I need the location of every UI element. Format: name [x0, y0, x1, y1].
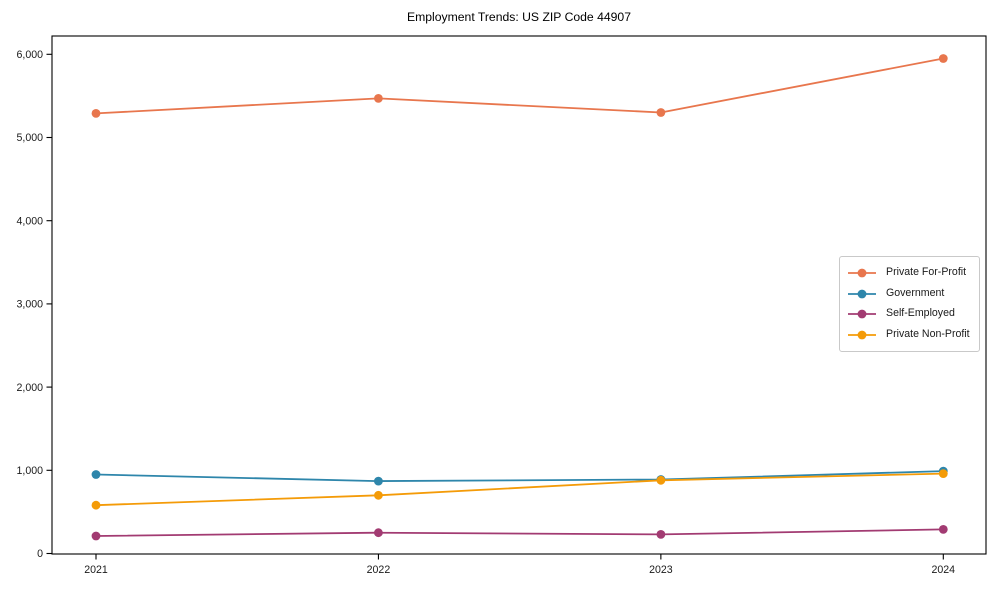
- legend: Private For-Profit Government Self-Employe…: [839, 256, 980, 352]
- series-marker-private-non-profit-2024: [938, 469, 948, 478]
- x-tick-label: 2024: [932, 564, 956, 576]
- x-tick-label: 2022: [367, 564, 391, 576]
- legend-label: Private Non-Profit: [886, 327, 970, 340]
- legend-item-self-employed: Self-Employed: [847, 304, 970, 325]
- series-marker-self-employed-2022: [374, 528, 383, 538]
- series-marker-self-employed-2023: [656, 530, 666, 539]
- y-tick-label: 4,000: [16, 215, 43, 227]
- series-marker-self-employed-2024: [938, 525, 948, 534]
- y-tick-label: 6,000: [16, 49, 43, 61]
- series-line-self-employed: [95, 528, 945, 537]
- legend-line-marker-icon: [848, 289, 876, 299]
- series-marker-private-non-profit-2022: [374, 490, 383, 500]
- series-marker-private-for-profit-2021: [91, 109, 101, 118]
- legend-item-private-for-profit: Private For-Profit: [847, 263, 970, 284]
- series-marker-government-2021: [91, 470, 101, 479]
- x-tick-label: 2023: [649, 564, 673, 576]
- x-tick-label: 2021: [84, 564, 108, 576]
- legend-item-government: Government: [847, 284, 970, 305]
- series-marker-private-for-profit-2022: [374, 94, 383, 103]
- series-line-private-for-profit: [95, 57, 945, 115]
- plot-box: [51, 35, 987, 555]
- legend-line-marker-icon: [848, 330, 876, 340]
- legend-label: Self-Employed: [886, 307, 955, 320]
- legend-label: Government: [886, 286, 945, 299]
- y-tick-label: 3,000: [16, 299, 43, 311]
- y-tick-label: 0: [37, 548, 43, 560]
- series-marker-private-for-profit-2024: [938, 54, 948, 63]
- series-line-government: [95, 470, 945, 483]
- series-marker-private-non-profit-2021: [91, 500, 101, 510]
- legend-line-marker-icon: [848, 268, 876, 278]
- y-tick-label: 2,000: [16, 382, 43, 394]
- series-marker-private-non-profit-2023: [656, 475, 666, 485]
- series-marker-private-for-profit-2023: [656, 108, 666, 117]
- y-tick-label: 1,000: [16, 465, 43, 477]
- series-marker-government-2022: [374, 476, 383, 486]
- legend-line-marker-icon: [848, 309, 876, 319]
- chart-title: Employment Trends: US ZIP Code 44907: [406, 10, 631, 24]
- y-tick-label: 5,000: [16, 132, 43, 144]
- series-line-private-non-profit: [95, 472, 945, 507]
- legend-item-private-non-profit: Private Non-Profit: [847, 325, 970, 346]
- series-marker-self-employed-2021: [91, 531, 101, 541]
- legend-label: Private For-Profit: [886, 266, 967, 279]
